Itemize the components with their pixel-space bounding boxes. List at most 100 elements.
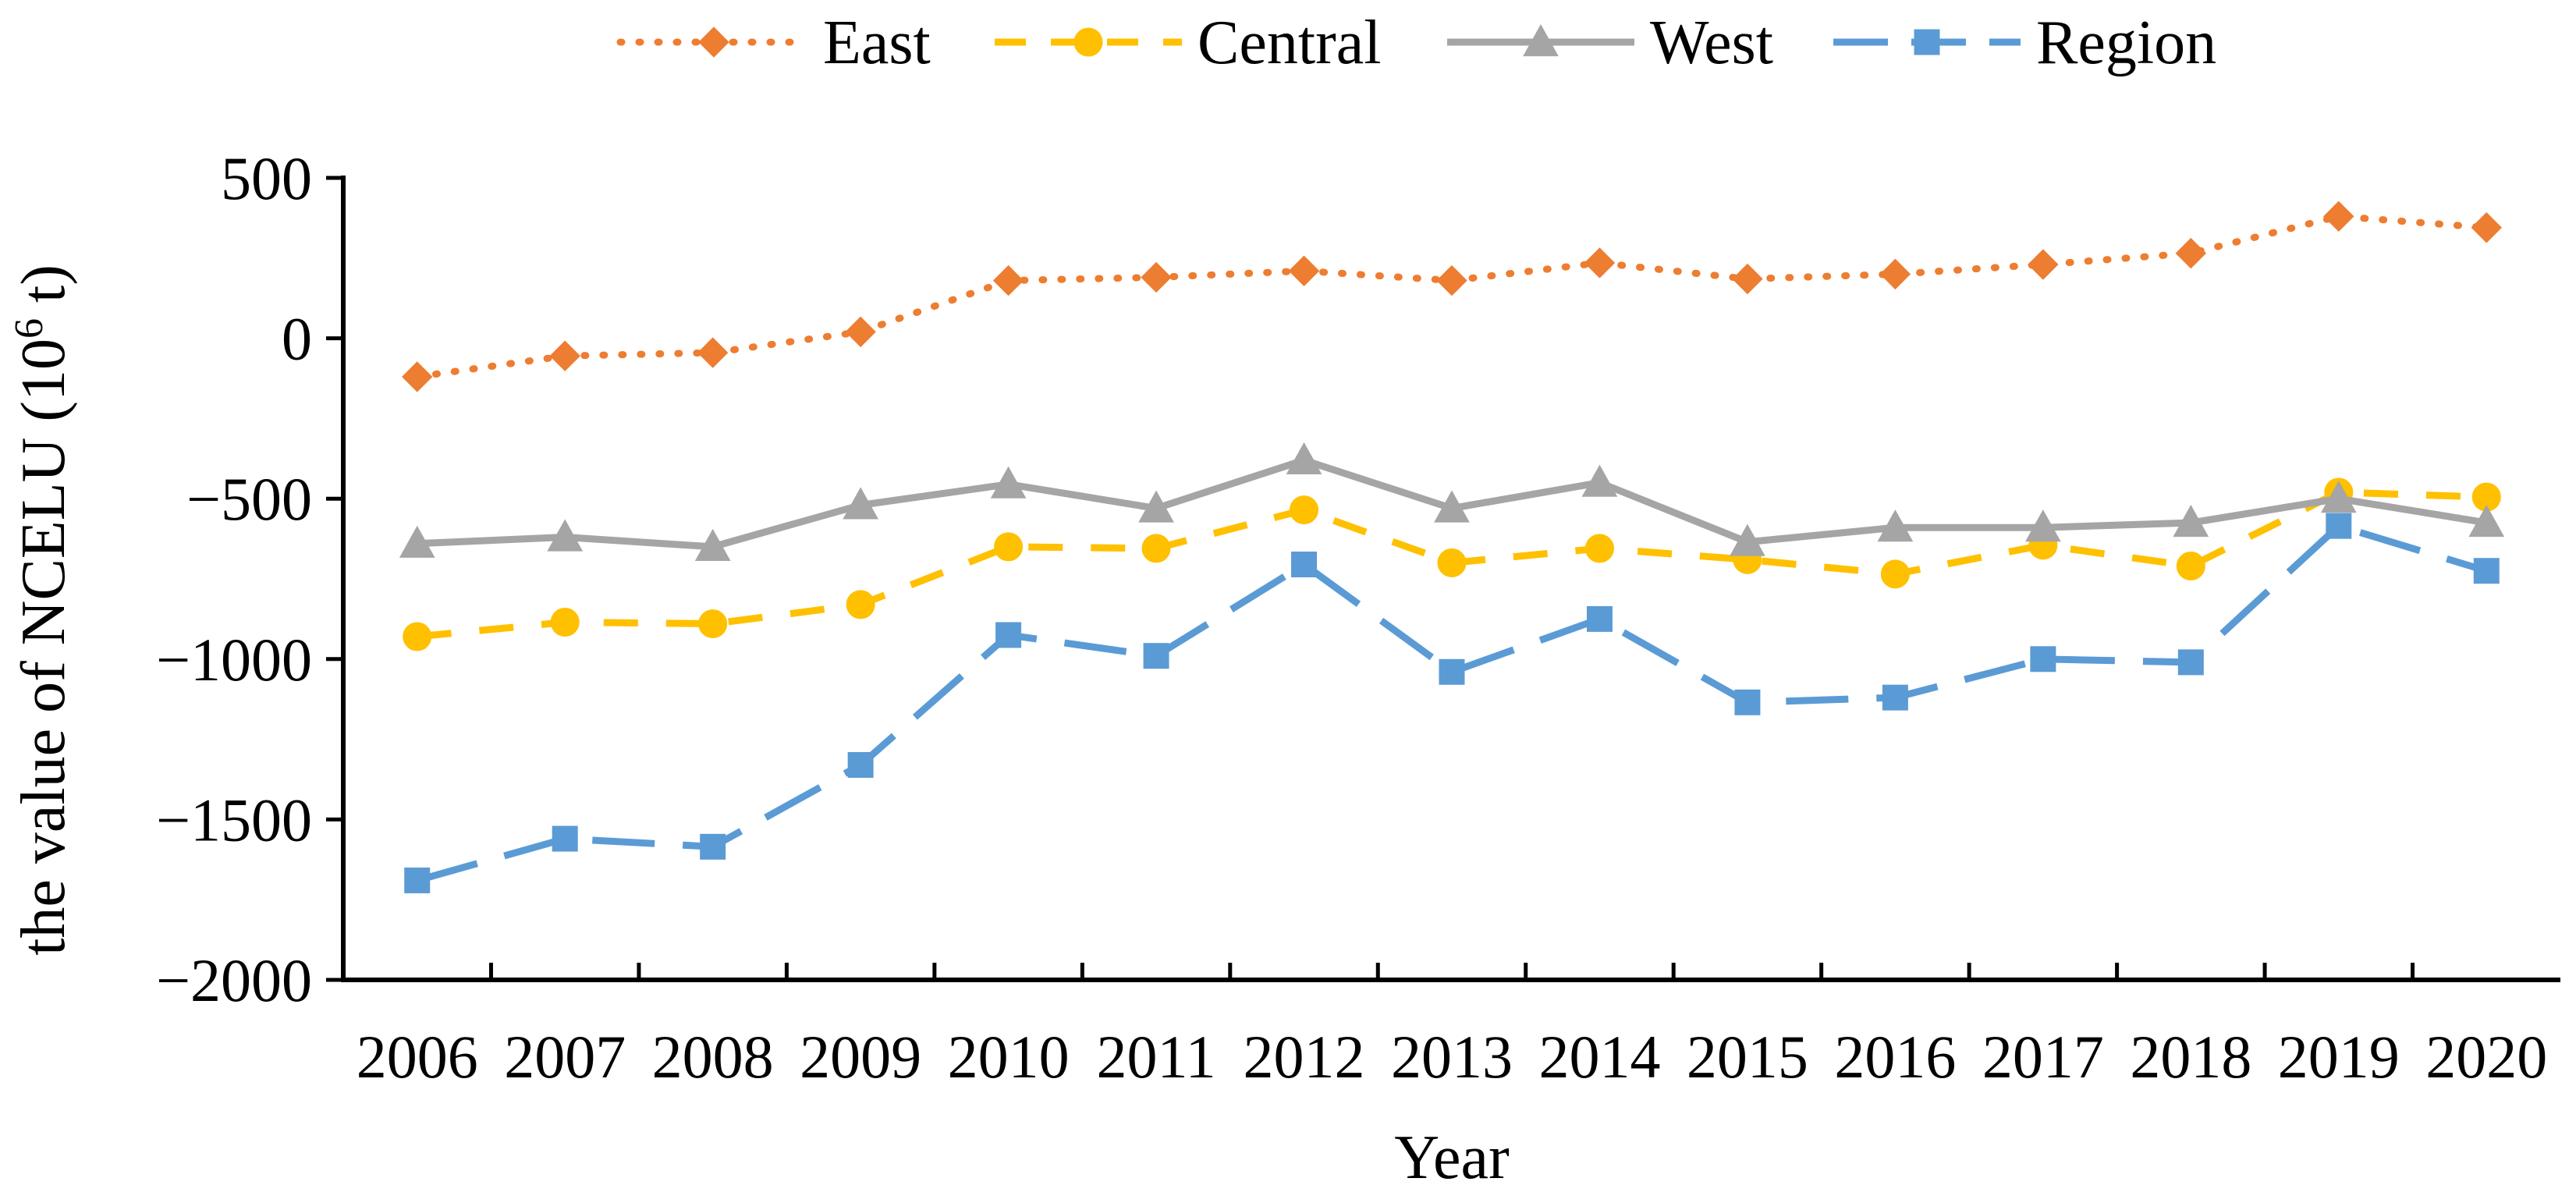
y-tick-label: 0 xyxy=(282,305,312,373)
y-tick-label: 500 xyxy=(221,144,312,212)
series-region-point xyxy=(2177,649,2204,676)
x-tick-label: 2012 xyxy=(1244,1023,1365,1091)
series-region-point xyxy=(2030,646,2056,672)
series-region-point xyxy=(847,751,874,778)
series-east-point xyxy=(1141,261,1172,293)
legend-west-label: West xyxy=(1650,9,1773,77)
series-east-point xyxy=(1288,255,1320,286)
legend-west-marker xyxy=(1523,23,1559,57)
series-region-point xyxy=(1439,658,1465,685)
y-tick-label: −500 xyxy=(186,465,312,533)
series-central-point xyxy=(1437,548,1467,577)
x-tick-label: 2018 xyxy=(2130,1023,2251,1091)
x-tick-label: 2007 xyxy=(504,1023,626,1091)
x-axis-title: Year xyxy=(1394,1123,1509,1192)
series-central-point xyxy=(994,532,1024,562)
y-axis-title-main: the value of NCELU (10 xyxy=(9,339,78,956)
series-central-point xyxy=(2176,552,2205,581)
axes xyxy=(341,176,2560,982)
series-east xyxy=(402,200,2502,392)
y-axis-title-superscript: 6 xyxy=(7,318,51,339)
x-tick-label: 2009 xyxy=(800,1023,921,1091)
series-east-point xyxy=(1732,263,1763,295)
legend-item-west: West xyxy=(1447,9,1773,77)
legend: East Central West Region xyxy=(616,9,2216,77)
series-region-point xyxy=(552,825,578,852)
series-layer xyxy=(399,200,2505,894)
series-central-point xyxy=(1141,534,1171,563)
legend-central-marker xyxy=(1073,27,1103,57)
series-east-point xyxy=(2471,212,2502,243)
legend-region-label: Region xyxy=(2036,9,2216,77)
x-tick-label: 2015 xyxy=(1687,1023,1808,1091)
legend-central-label: Central xyxy=(1198,9,1381,77)
legend-item-region: Region xyxy=(1833,9,2216,77)
series-region-point xyxy=(1586,605,1613,632)
series-east-point xyxy=(992,264,1024,296)
series-west-point xyxy=(1877,509,1914,542)
series-west-point xyxy=(399,525,435,558)
x-tick-label: 2017 xyxy=(1982,1023,2104,1091)
legend-item-central: Central xyxy=(995,9,1381,77)
series-region-line xyxy=(416,522,2488,884)
series-west-point xyxy=(694,528,731,561)
y-axis-title: the value of NCELU (106 t) xyxy=(7,264,79,956)
y-axis-title-suffix: t) xyxy=(9,264,78,318)
series-region-point xyxy=(995,622,1022,648)
x-tick-label: 2008 xyxy=(652,1023,774,1091)
x-tick-label: 2020 xyxy=(2425,1023,2547,1091)
series-west-point xyxy=(843,487,878,520)
y-tick-label: −2000 xyxy=(156,946,312,1014)
series-west xyxy=(399,442,2505,561)
series-east-point xyxy=(1879,258,1911,290)
series-east-point xyxy=(2323,200,2354,232)
series-central-point xyxy=(1584,534,1614,563)
series-central-point xyxy=(1290,495,1319,525)
series-region-point xyxy=(1143,643,1169,669)
legend-east-marker xyxy=(698,27,729,58)
series-west-point xyxy=(1581,464,1618,497)
x-tick-label: 2014 xyxy=(1538,1023,1660,1091)
x-tick-label: 2010 xyxy=(948,1023,1070,1091)
series-east-point xyxy=(402,361,433,392)
series-central xyxy=(403,477,2501,651)
series-west-point xyxy=(1138,490,1174,523)
legend-east-label: East xyxy=(823,9,931,77)
legend-region-marker xyxy=(1914,29,1940,55)
x-tick-label: 2013 xyxy=(1391,1023,1513,1091)
series-west-point xyxy=(2173,505,2209,538)
x-tick-label: 2011 xyxy=(1097,1023,1216,1091)
series-region-point xyxy=(404,868,431,894)
series-west-point xyxy=(2025,509,2061,542)
series-region-point xyxy=(1291,551,1318,577)
series-east-point xyxy=(2028,249,2059,280)
y-tick-label: −1500 xyxy=(156,786,312,853)
legend-item-east: East xyxy=(616,9,931,77)
series-west-point xyxy=(1730,523,1765,556)
series-west-point xyxy=(1286,442,1322,474)
x-axis-ticks: 2006 2007 2008 2009 2010 2011 2012 2013 2014 2015… xyxy=(357,963,2547,1091)
x-tick-label: 2016 xyxy=(1834,1023,1956,1091)
series-west-point xyxy=(547,519,584,552)
series-central-point xyxy=(698,609,728,639)
series-west-point xyxy=(2468,505,2505,538)
series-east-point xyxy=(845,316,876,348)
series-west-point xyxy=(990,466,1027,499)
series-east-point xyxy=(697,337,729,368)
series-central-point xyxy=(1880,559,1910,589)
series-east-point xyxy=(1436,264,1467,296)
y-tick-label: −1000 xyxy=(156,626,312,694)
series-region-point xyxy=(1734,689,1761,715)
x-tick-label: 2006 xyxy=(357,1023,478,1091)
series-east-point xyxy=(2175,237,2207,269)
series-region-point xyxy=(1882,684,1908,711)
series-central-point xyxy=(403,622,432,651)
series-region-point xyxy=(700,833,726,860)
series-central-point xyxy=(846,590,875,619)
series-west-point xyxy=(1434,490,1470,523)
y-axis-ticks: 500 0 −500 −1000 −1500 −2000 xyxy=(156,144,343,1014)
series-central-point xyxy=(550,608,580,637)
series-region xyxy=(404,513,2500,894)
x-tick-label: 2019 xyxy=(2278,1023,2400,1091)
